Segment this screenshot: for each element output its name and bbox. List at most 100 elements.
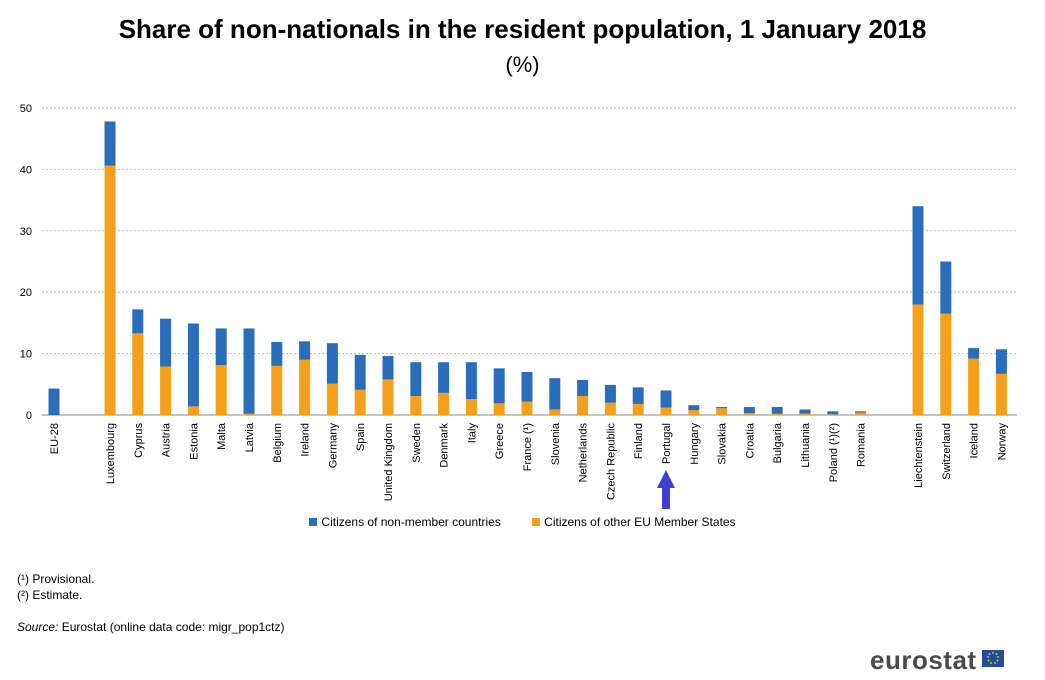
bar-eu bbox=[940, 313, 952, 415]
bar-non-member bbox=[716, 407, 728, 409]
bar-non-member bbox=[604, 384, 616, 403]
x-category-label: Germany bbox=[327, 423, 339, 469]
x-category-label: Iceland bbox=[969, 423, 981, 458]
x-category-label: Ireland bbox=[300, 423, 312, 457]
x-category-label: United Kingdom bbox=[383, 423, 395, 501]
bar-non-member bbox=[465, 362, 477, 400]
legend-item-non-member: Citizens of non-member countries bbox=[309, 515, 501, 529]
annotation-arrow-head bbox=[657, 470, 675, 488]
bar-non-member bbox=[521, 372, 533, 402]
bar-non-member bbox=[438, 362, 450, 393]
y-tick-label: 20 bbox=[20, 287, 32, 299]
bar-non-member bbox=[855, 411, 867, 413]
x-category-label: France (¹) bbox=[522, 423, 534, 471]
x-category-label: Sweden bbox=[411, 423, 423, 463]
bar-non-member bbox=[187, 323, 199, 407]
bar-eu bbox=[995, 373, 1007, 415]
x-category-label: Netherlands bbox=[578, 423, 590, 483]
bar-eu bbox=[382, 379, 394, 415]
bar-non-member bbox=[799, 409, 811, 414]
bar-eu bbox=[465, 399, 477, 415]
x-category-label: Norway bbox=[996, 423, 1008, 461]
x-category-label: Denmark bbox=[439, 423, 451, 468]
bar-eu bbox=[855, 412, 867, 415]
bar-non-member bbox=[940, 261, 952, 314]
bar-eu bbox=[299, 359, 311, 415]
y-tick-label: 30 bbox=[20, 226, 32, 238]
bar-eu bbox=[326, 383, 338, 415]
x-category-label: Belgium bbox=[272, 423, 284, 463]
source-text: Eurostat (online data code: migr_pop1ctz… bbox=[61, 620, 285, 634]
x-category-label: Luxembourg bbox=[105, 423, 117, 484]
bar-non-member bbox=[660, 390, 672, 408]
bar-non-member bbox=[132, 309, 144, 334]
bar-eu bbox=[688, 410, 700, 415]
bar-eu bbox=[604, 402, 616, 415]
x-category-label: Liechtenstein bbox=[913, 423, 925, 488]
legend-swatch-non-member bbox=[309, 518, 318, 526]
x-category-label: Spain bbox=[355, 423, 367, 451]
eurostat-logo: eurostat bbox=[870, 645, 977, 675]
bar-eu bbox=[632, 403, 644, 415]
x-category-label: Finland bbox=[633, 423, 645, 459]
x-category-label: Slovakia bbox=[717, 422, 729, 464]
bar-non-member bbox=[299, 341, 311, 360]
chart-title: Share of non-nationals in the resident p… bbox=[118, 14, 927, 44]
y-tick-label: 50 bbox=[20, 103, 32, 115]
bar-eu bbox=[493, 403, 505, 415]
x-category-label: Lithuania bbox=[800, 422, 812, 468]
bar-eu bbox=[410, 395, 422, 415]
x-category-label: Estonia bbox=[188, 422, 200, 460]
annotation-arrow-shaft bbox=[662, 485, 670, 509]
bar-eu bbox=[132, 333, 144, 415]
bar-eu bbox=[243, 413, 255, 415]
x-category-label: EU-28 bbox=[49, 423, 61, 454]
bar-eu bbox=[743, 413, 755, 415]
bar-eu bbox=[187, 406, 199, 415]
x-category-label: Hungary bbox=[689, 423, 701, 465]
bar-eu bbox=[771, 413, 783, 415]
x-category-label: Greece bbox=[494, 423, 506, 459]
x-category-label: Latvia bbox=[244, 422, 256, 452]
bar-non-member bbox=[493, 368, 505, 404]
y-tick-label: 10 bbox=[20, 349, 32, 361]
x-category-label: Italy bbox=[466, 423, 478, 444]
bar-eu bbox=[104, 165, 116, 415]
bar-non-member bbox=[104, 121, 116, 166]
y-tick-label: 0 bbox=[26, 410, 32, 422]
x-category-label: Slovenia bbox=[550, 422, 562, 465]
bar-eu bbox=[716, 408, 728, 415]
note-provisional: (¹) Provisional. bbox=[17, 572, 95, 586]
legend-swatch-eu bbox=[532, 518, 541, 526]
legend-label-non-member: Citizens of non-member countries bbox=[321, 515, 501, 529]
source-label: Source: bbox=[17, 620, 59, 634]
x-category-label: Austria bbox=[161, 422, 173, 457]
y-tick-label: 40 bbox=[20, 164, 32, 176]
bar-eu bbox=[215, 365, 227, 415]
bar-eu bbox=[438, 392, 450, 415]
bar-non-member bbox=[968, 348, 980, 359]
bar-eu bbox=[660, 407, 672, 415]
bar-non-member bbox=[48, 388, 60, 415]
x-category-label: Malta bbox=[216, 422, 228, 450]
bar-non-member bbox=[577, 380, 589, 396]
bar-non-member bbox=[354, 354, 366, 390]
bar-eu bbox=[271, 365, 283, 415]
legend: Citizens of non-member countries Citizen… bbox=[0, 515, 1045, 529]
x-category-label: Croatia bbox=[744, 422, 756, 458]
bar-non-member bbox=[632, 387, 644, 404]
x-category-label: Bulgaria bbox=[772, 422, 784, 463]
x-category-label: Switzerland bbox=[941, 423, 953, 480]
x-category-label: Portugal bbox=[661, 423, 673, 464]
bar-non-member bbox=[215, 328, 227, 366]
source-line: Source: Eurostat (online data code: migr… bbox=[17, 620, 285, 634]
bar-non-member bbox=[410, 362, 422, 396]
bar-non-member bbox=[688, 405, 700, 411]
bar-non-member bbox=[771, 407, 783, 414]
legend-label-eu: Citizens of other EU Member States bbox=[544, 515, 736, 529]
bar-non-member bbox=[995, 349, 1007, 374]
bar-chart: 0 10 20 30 40 50 EU-28 Luxembourg Cyprus Austria E… bbox=[20, 103, 1017, 509]
bar-eu bbox=[549, 409, 561, 415]
bar-non-member bbox=[743, 407, 755, 414]
bar-eu bbox=[521, 401, 533, 415]
